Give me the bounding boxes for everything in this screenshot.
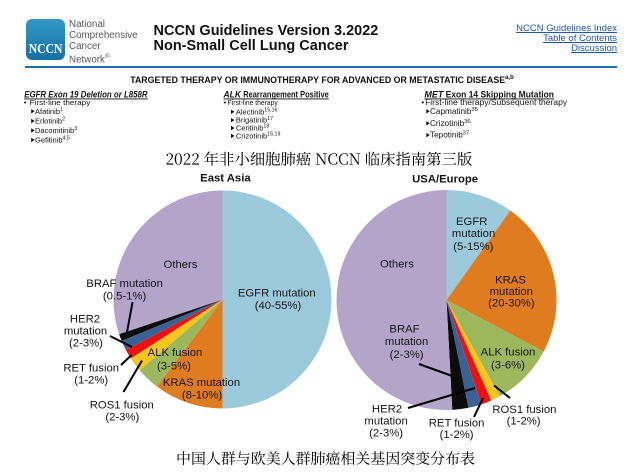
svg-text:mutation: mutation [490,286,533,298]
svg-text:•: • [421,98,424,107]
svg-text:EGFR Exon 19 Deletion or L858R: EGFR Exon 19 Deletion or L858R [24,90,148,100]
svg-text:Exon 14 Skipping Mutation: Exon 14 Skipping Mutation [446,90,555,100]
svg-text:Crizotinib36: Crizotinib36 [430,119,471,128]
svg-text:Brigatinib17: Brigatinib17 [236,116,273,125]
svg-text:EGFR: EGFR [456,216,487,228]
svg-text:USA/Europe: USA/Europe [412,174,478,186]
svg-text:Rearrangement Positive: Rearrangement Positive [243,90,329,100]
svg-text:Erlotinib2: Erlotinib2 [35,117,65,126]
svg-text:Alectinib15,16: Alectinib15,16 [236,107,278,116]
svg-text:Gefitinib4,5: Gefitinib4,5 [35,135,70,144]
svg-text:(3-6%): (3-6%) [491,360,525,372]
svg-text:ALK fusion: ALK fusion [481,347,536,359]
svg-text:First-line therapy/Subsequent: First-line therapy/Subsequent therapy [425,98,567,107]
svg-text:Crizotinib15,19: Crizotinib15,19 [236,131,281,140]
svg-text:(2-3%): (2-3%) [69,338,103,350]
svg-text:(2-3%): (2-3%) [390,349,424,361]
svg-text:RET fusion: RET fusion [429,418,485,430]
svg-text:First-line therapy: First-line therapy [228,98,278,107]
svg-text:Others: Others [164,259,198,271]
svg-text:(0.5-1%): (0.5-1%) [103,291,147,303]
svg-text:First-line therapy: First-line therapy [30,98,91,107]
svg-text:HER2: HER2 [70,314,100,326]
svg-text:Afatinib1: Afatinib1 [35,107,63,116]
svg-text:mutation: mutation [452,228,495,240]
svg-text:(2-3%): (2-3%) [105,412,139,424]
svg-text:BRAF: BRAF [389,324,419,336]
svg-text:KRAS: KRAS [495,274,526,286]
svg-text:EGFR mutation: EGFR mutation [238,288,316,300]
svg-text:Dacomitinib3: Dacomitinib3 [35,126,77,135]
svg-text:(3-5%): (3-5%) [157,361,191,373]
svg-text:(40-55%): (40-55%) [255,300,302,312]
svg-text:(1-2%): (1-2%) [440,429,474,441]
svg-text:KRAS mutation: KRAS mutation [163,377,240,389]
svg-text:ALK fusion: ALK fusion [148,347,203,359]
svg-text:Capmatinib35: Capmatinib35 [430,107,478,116]
svg-text:Ceritinib18: Ceritinib18 [236,124,269,133]
svg-text:ROS1 fusion: ROS1 fusion [492,404,556,416]
svg-text:Others: Others [380,259,414,271]
svg-text:mutation: mutation [64,325,107,337]
svg-text:mutation: mutation [385,336,428,348]
svg-text:(1-2%): (1-2%) [74,374,108,386]
svg-text:•: • [24,98,27,107]
svg-text:Tepotinib37: Tepotinib37 [430,131,469,140]
svg-text:mutation: mutation [364,415,407,427]
svg-text:MET: MET [424,90,444,100]
svg-text:BRAF mutation: BRAF mutation [86,278,163,290]
svg-text:(8-10%): (8-10%) [182,390,222,402]
svg-text:(2-3%): (2-3%) [369,427,403,439]
svg-text:ALK: ALK [223,90,243,100]
svg-text:•: • [224,98,227,107]
svg-text:RET fusion: RET fusion [63,363,119,375]
svg-text:ROS1 fusion: ROS1 fusion [90,399,154,411]
svg-text:(20-30%): (20-30%) [488,298,535,310]
svg-text:HER2: HER2 [372,404,402,416]
svg-text:(5-15%): (5-15%) [453,241,493,253]
svg-text:(1-2%): (1-2%) [507,415,541,427]
svg-text:East Asia: East Asia [200,172,251,184]
